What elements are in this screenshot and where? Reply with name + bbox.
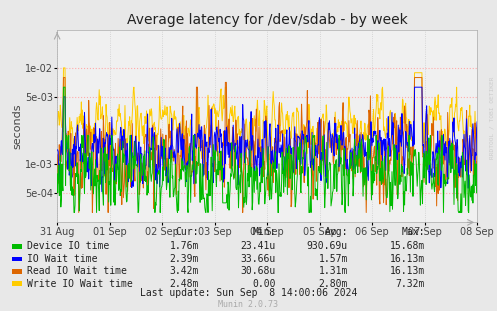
Text: Munin 2.0.73: Munin 2.0.73 [219,300,278,309]
Text: Last update: Sun Sep  8 14:00:06 2024: Last update: Sun Sep 8 14:00:06 2024 [140,288,357,298]
Text: Write IO Wait time: Write IO Wait time [27,279,133,289]
Text: 930.69u: 930.69u [307,241,348,251]
Text: 16.13m: 16.13m [390,254,425,264]
Text: 1.57m: 1.57m [319,254,348,264]
Text: 1.31m: 1.31m [319,266,348,276]
Text: 30.68u: 30.68u [241,266,276,276]
Title: Average latency for /dev/sdab - by week: Average latency for /dev/sdab - by week [127,13,408,27]
Text: Avg:: Avg: [325,227,348,237]
Text: 16.13m: 16.13m [390,266,425,276]
Text: 2.80m: 2.80m [319,279,348,289]
Text: IO Wait time: IO Wait time [27,254,98,264]
Text: RRDTOOL / TOBI OETIKER: RRDTOOL / TOBI OETIKER [490,77,495,160]
Text: 1.76m: 1.76m [169,241,199,251]
Text: 2.48m: 2.48m [169,279,199,289]
Y-axis label: seconds: seconds [12,103,22,149]
Text: 15.68m: 15.68m [390,241,425,251]
Text: 2.39m: 2.39m [169,254,199,264]
Text: Read IO Wait time: Read IO Wait time [27,266,127,276]
Text: 3.42m: 3.42m [169,266,199,276]
Text: Device IO time: Device IO time [27,241,109,251]
Text: Cur:: Cur: [175,227,199,237]
Text: Min:: Min: [252,227,276,237]
Text: 33.66u: 33.66u [241,254,276,264]
Text: Max:: Max: [402,227,425,237]
Text: 7.32m: 7.32m [396,279,425,289]
Text: 23.41u: 23.41u [241,241,276,251]
Text: 0.00: 0.00 [252,279,276,289]
